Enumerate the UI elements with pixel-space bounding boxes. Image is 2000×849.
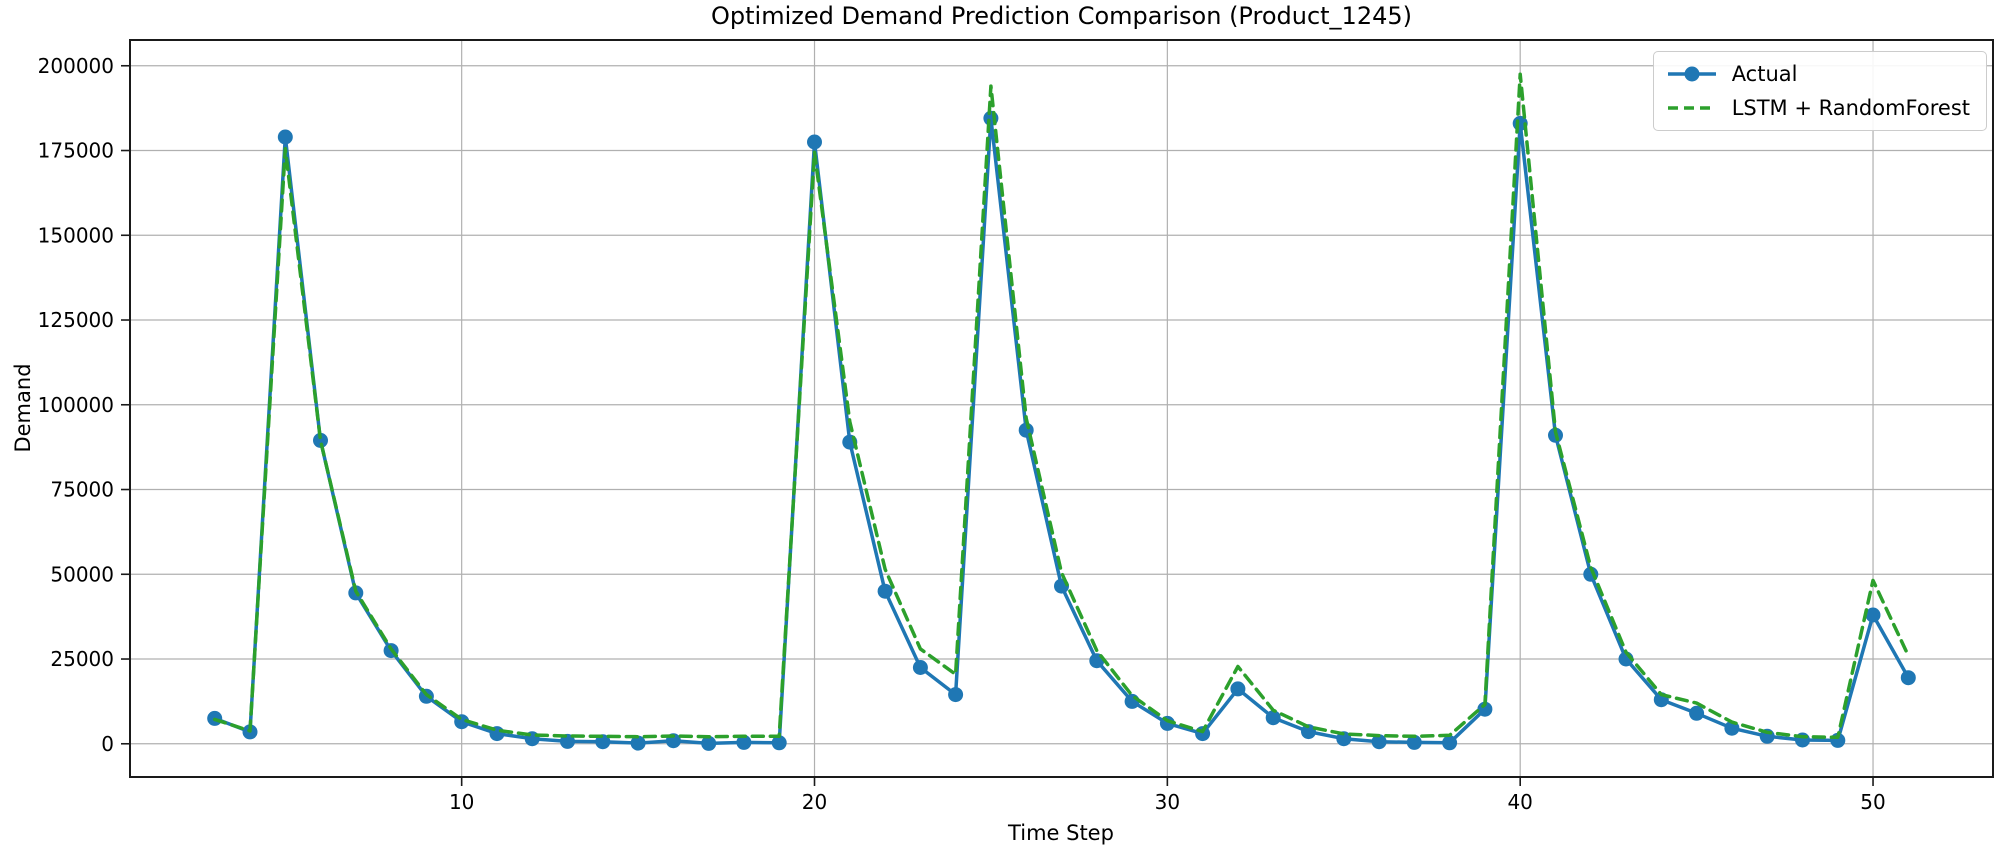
x-tick-label: 20 xyxy=(802,790,827,814)
data-point-marker xyxy=(1442,735,1458,751)
data-point-marker xyxy=(630,735,646,751)
data-point-marker xyxy=(877,583,893,599)
y-axis-label: Demand xyxy=(11,363,35,452)
series-line-0 xyxy=(212,116,1911,746)
x-tick-label: 50 xyxy=(1860,790,1885,814)
series-1 xyxy=(212,72,1911,740)
y-tick-label: 175000 xyxy=(38,139,114,163)
series-0 xyxy=(207,110,1916,751)
y-tick-label: 25000 xyxy=(50,647,114,671)
data-point-marker xyxy=(277,129,293,145)
data-point-marker xyxy=(1301,724,1316,740)
legend-label-prediction: LSTM + RandomForest xyxy=(1731,96,1970,120)
x-tick-label: 10 xyxy=(449,790,474,814)
x-axis-label: Time Step xyxy=(1007,821,1114,845)
legend-item-actual: Actual xyxy=(1666,62,1970,86)
data-point-marker xyxy=(1900,670,1916,686)
data-point-marker xyxy=(1230,681,1246,697)
y-tick-label: 150000 xyxy=(38,223,114,247)
y-tick-label: 50000 xyxy=(50,562,114,586)
legend-item-prediction: LSTM + RandomForest xyxy=(1666,96,1970,120)
data-point-marker xyxy=(1371,734,1387,750)
data-point-marker xyxy=(1265,710,1281,726)
data-point-marker xyxy=(912,660,928,675)
data-point-marker xyxy=(1336,731,1352,747)
data-point-marker xyxy=(736,734,752,750)
x-tick-label: 40 xyxy=(1507,790,1532,814)
plot-border xyxy=(129,39,1994,778)
data-point-marker xyxy=(701,735,717,751)
y-tick-label: 125000 xyxy=(38,308,114,332)
x-tick-label: 30 xyxy=(1155,790,1180,814)
data-point-marker xyxy=(1406,734,1422,750)
data-point-marker xyxy=(1865,607,1881,623)
dashed-line-icon xyxy=(1667,106,1716,110)
data-point-marker xyxy=(948,687,964,703)
grid xyxy=(130,40,1993,777)
y-tick-label: 75000 xyxy=(50,478,114,502)
data-point-marker xyxy=(313,432,328,448)
axis-ticks: 0 25000 50000 75000 100000 125000 150000 175000… xyxy=(38,54,1886,814)
y-tick-label: 100000 xyxy=(38,393,114,417)
data-point-marker xyxy=(1477,701,1493,717)
y-tick-label: 200000 xyxy=(38,54,114,78)
actual-line-marker-icon xyxy=(1667,66,1716,82)
y-tick-label: 0 xyxy=(101,732,114,756)
data-point-marker xyxy=(560,733,575,749)
data-point-marker xyxy=(771,735,787,751)
data-point-marker xyxy=(1689,705,1705,721)
series-line-1 xyxy=(212,72,1911,740)
legend: Actual LSTM + RandomForest xyxy=(1652,51,1987,131)
legend-label-actual: Actual xyxy=(1731,62,1798,86)
data-point-marker xyxy=(807,134,822,150)
chart-title: Optimized Demand Prediction Comparison (… xyxy=(711,2,1412,30)
